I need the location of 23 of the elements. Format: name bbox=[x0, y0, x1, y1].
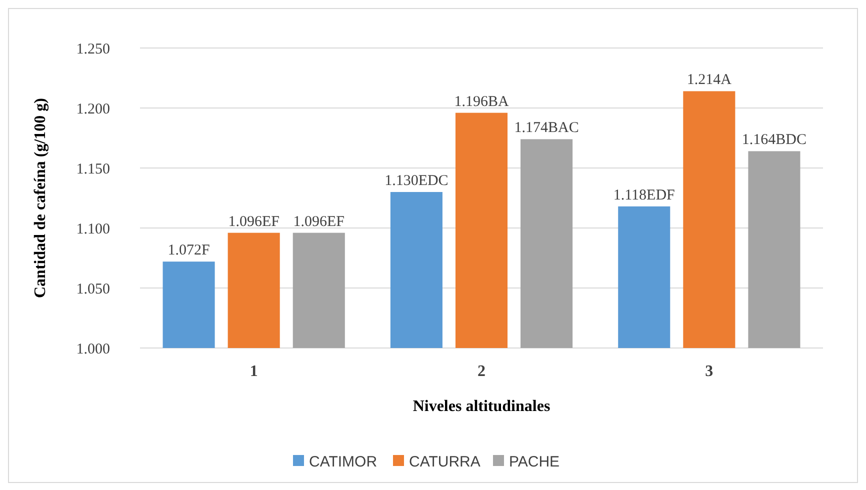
legend-label: CATIMOR bbox=[309, 453, 378, 470]
data-label: 1.118EDF bbox=[613, 187, 675, 204]
data-label: 1.196BA bbox=[454, 94, 509, 110]
y-axis-title: Cantidad de cafeína (g/100 g) bbox=[32, 98, 49, 298]
y-tick-label: 1.250 bbox=[76, 41, 110, 58]
x-tick-label: 2 bbox=[478, 363, 486, 380]
legend-label: PACHE bbox=[509, 453, 560, 470]
data-label: 1.164BDC bbox=[742, 132, 807, 148]
y-tick-label: 1.200 bbox=[76, 101, 110, 118]
x-tick-label: 1 bbox=[250, 363, 258, 380]
y-tick-label: 1.000 bbox=[76, 341, 110, 358]
data-label: 1.174BAC bbox=[514, 120, 579, 136]
data-label: 1.072F bbox=[168, 242, 210, 259]
y-tick-label: 1.100 bbox=[76, 221, 110, 238]
y-tick-label: 1.150 bbox=[76, 161, 110, 178]
y-tick-label: 1.050 bbox=[76, 281, 110, 298]
data-label: 1.096EF bbox=[293, 214, 345, 230]
legend-label: CATURRA bbox=[409, 453, 480, 470]
data-label: 1.096EF bbox=[228, 214, 280, 230]
data-label: 1.130EDC bbox=[384, 173, 448, 189]
x-tick-label: 3 bbox=[705, 363, 714, 380]
x-axis-title: Niveles altitudinales bbox=[412, 398, 550, 415]
data-label: 1.214A bbox=[686, 72, 732, 88]
